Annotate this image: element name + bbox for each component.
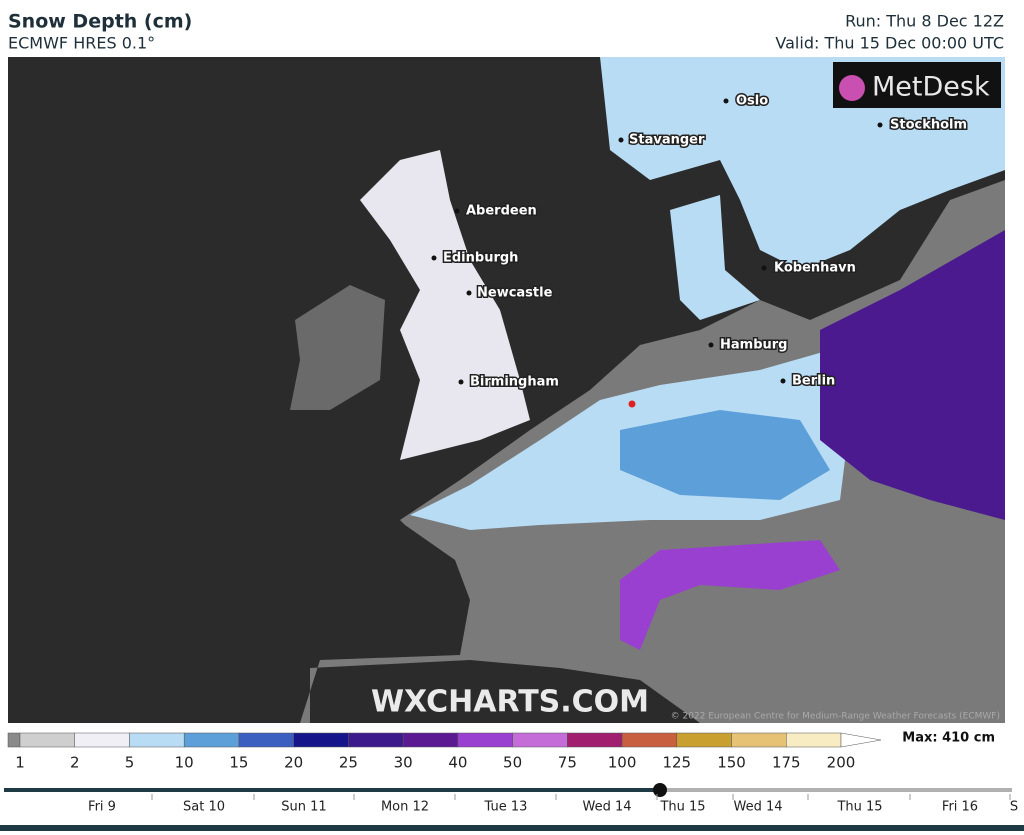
legend-label: 175 <box>772 754 801 772</box>
timeline-label: Sun 11 <box>281 800 326 815</box>
city-label: Stockholm <box>890 118 967 133</box>
bottom-bar <box>0 825 1024 831</box>
legend-label: 40 <box>448 754 467 772</box>
legend-label: 200 <box>827 754 856 772</box>
cities: Oslo Stockholm Stavanger Aberdeen Edinbu… <box>431 92 969 391</box>
legend-label: 15 <box>229 754 248 772</box>
uk <box>360 150 530 460</box>
legend-swatch <box>567 732 623 748</box>
legend-swatch <box>7 732 21 748</box>
legend-swatch <box>786 732 842 748</box>
city-label: Berlin <box>792 374 835 389</box>
copyright: © 2022 European Centre for Medium-Range … <box>671 712 1000 722</box>
timeline-knob[interactable] <box>653 783 667 797</box>
scandinavia <box>600 57 1005 270</box>
timeline-label: Wed 14 <box>582 800 631 815</box>
legend-swatch <box>402 732 459 748</box>
run-time: Run: Thu 8 Dec 12Z <box>845 12 1004 31</box>
timeline-label: Mon 12 <box>381 800 429 815</box>
snow-alps <box>620 540 840 650</box>
denmark <box>670 195 760 320</box>
legend-label: 50 <box>503 754 522 772</box>
timeline-label: Thu 15 <box>836 800 882 815</box>
city-label: Stavanger <box>629 133 705 148</box>
legend-label: 100 <box>608 754 637 772</box>
legend-label: 2 <box>70 754 80 772</box>
timeline-label: Fri 9 <box>88 800 116 815</box>
timeline: Fri 9 Sat 10 Sun 11 Mon 12 Tue 13 Wed 14 Thu 1… <box>4 783 1018 815</box>
timeline-label: Sat 10 <box>183 800 225 815</box>
timeline-label: Wed 14 <box>733 800 782 815</box>
legend-swatch <box>238 732 294 748</box>
legend-label: 10 <box>175 754 194 772</box>
title: Snow Depth (cm) <box>8 11 192 33</box>
location-marker <box>628 400 636 408</box>
legend-label: 125 <box>662 754 691 772</box>
subtitle: ECMWF HRES 0.1° <box>8 34 155 53</box>
timeline-label: S <box>1010 800 1018 815</box>
city-label: Oslo <box>736 94 768 109</box>
legend-swatch <box>293 732 349 748</box>
city-label: Edinburgh <box>443 251 518 266</box>
legend-swatch <box>129 732 185 748</box>
timeline-label: Fri 16 <box>942 800 978 815</box>
logo: MetDesk <box>872 72 990 103</box>
legend-swatch <box>74 732 130 748</box>
legend-label: 150 <box>717 754 746 772</box>
valid-time: Valid: Thu 15 Dec 00:00 UTC <box>775 34 1004 53</box>
legend-swatch <box>512 732 568 748</box>
timeline-label: Tue 13 <box>484 800 528 815</box>
snow-medium <box>620 410 830 500</box>
map: MetDesk Oslo Stockholm Stavanger Aberdee… <box>8 57 1005 723</box>
legend-label: 30 <box>394 754 413 772</box>
city-label: Birmingham <box>470 375 559 390</box>
legend-swatch <box>676 732 732 748</box>
city-label: Kobenhavn <box>774 261 856 276</box>
city-label: Hamburg <box>720 338 787 353</box>
legend-swatch <box>457 732 513 748</box>
legend-swatch <box>621 732 678 748</box>
ireland <box>290 285 385 410</box>
legend: 1 2 5 10 15 20 25 30 40 50 75 100 125 150 175 200 <box>7 732 882 772</box>
legend-max: Max: 410 cm <box>902 731 995 746</box>
logo-icon <box>839 75 865 101</box>
legend-arrow <box>840 732 882 748</box>
snow-heavy <box>820 230 1005 520</box>
legend-swatch <box>731 732 787 748</box>
legend-label: 5 <box>125 754 135 772</box>
legend-label: 20 <box>284 754 303 772</box>
legend-label: 75 <box>558 754 577 772</box>
legend-swatch <box>19 732 75 748</box>
watermark: WXCHARTS.COM <box>371 685 649 720</box>
city-label: Newcastle <box>477 286 553 301</box>
legend-label: 25 <box>339 754 358 772</box>
legend-swatch <box>348 732 404 748</box>
legend-swatch <box>183 732 240 748</box>
city-label: Aberdeen <box>466 204 537 219</box>
legend-label: 1 <box>15 754 25 772</box>
timeline-label: Thu 15 <box>659 800 705 815</box>
